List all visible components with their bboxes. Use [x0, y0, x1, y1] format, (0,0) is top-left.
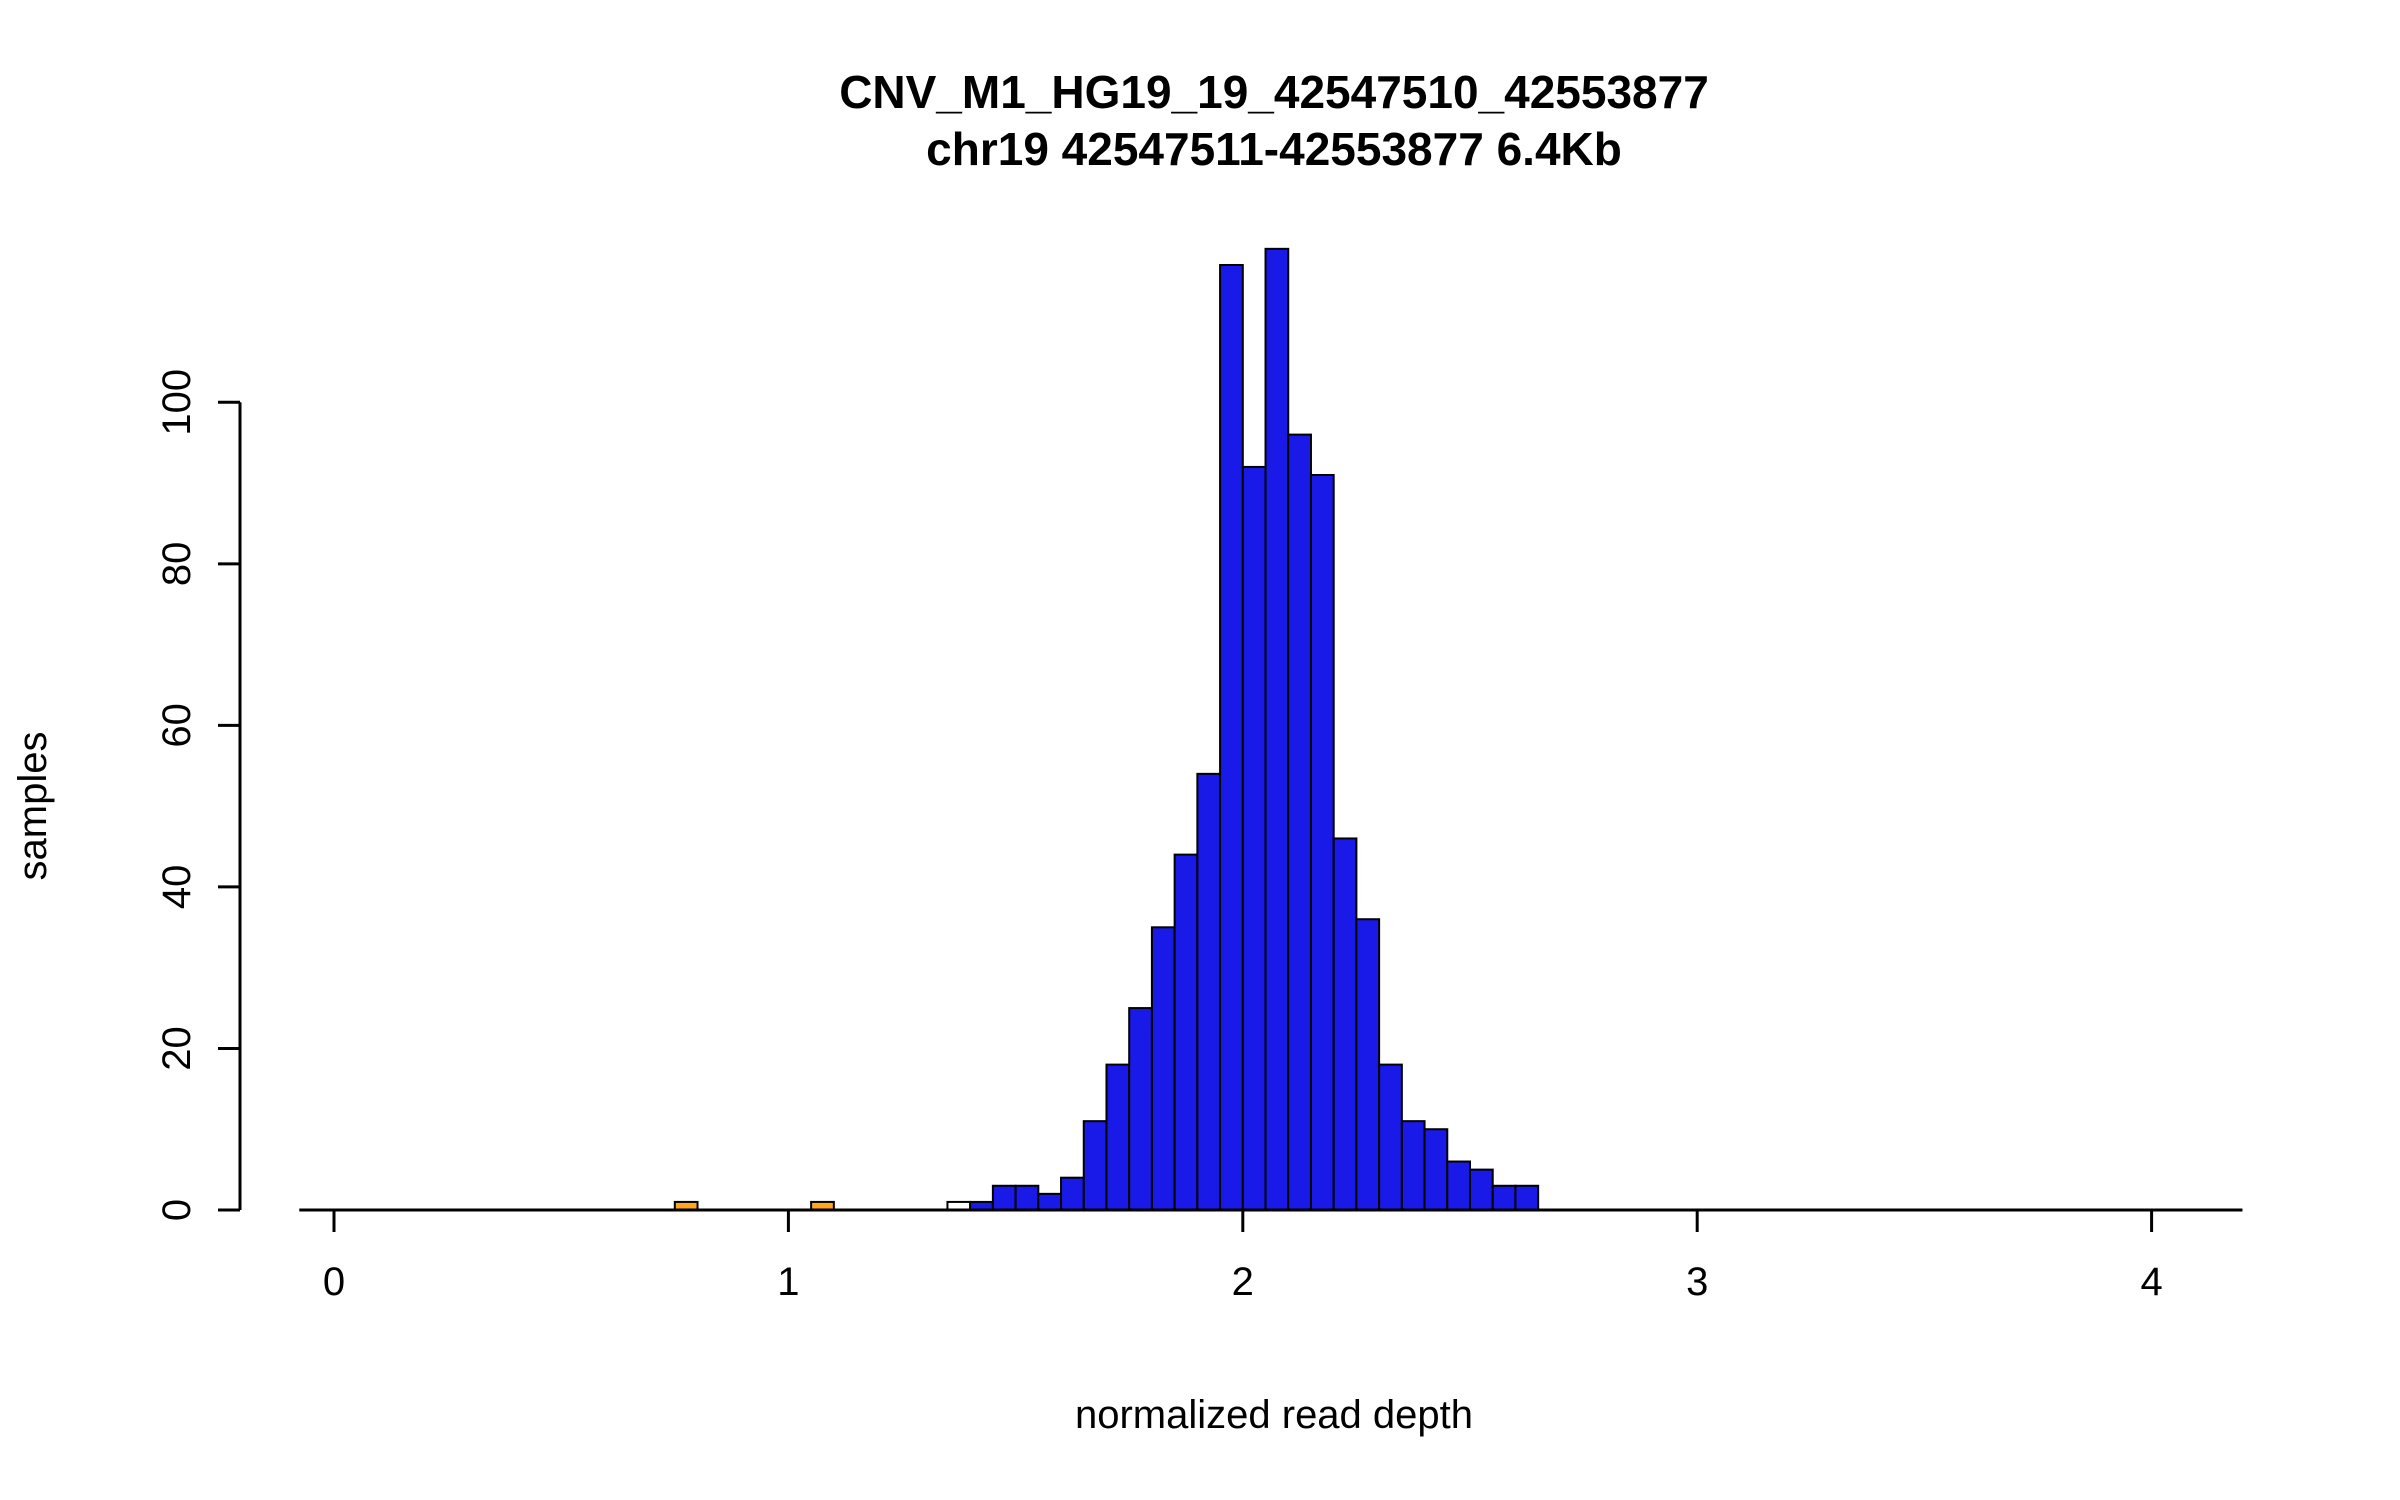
histogram-bar: [1241, 465, 1267, 1211]
histogram-bar: [1469, 1168, 1494, 1211]
chart-title: CNV_M1_HG19_19_42547510_42553877: [839, 66, 1709, 118]
histogram-bar: [1105, 1063, 1131, 1212]
histogram-bar: [1128, 1007, 1153, 1212]
y-axis-label: samples: [11, 732, 55, 881]
histogram-bar: [1332, 837, 1358, 1211]
histogram-bar: [1264, 247, 1290, 1212]
histogram-bar: [991, 1184, 1017, 1212]
histogram-bar: [1309, 473, 1335, 1212]
y-tick-label: 100: [155, 369, 199, 436]
histogram-bar: [1196, 772, 1222, 1211]
histogram-bar: [1514, 1184, 1540, 1212]
histogram-bar: [1173, 853, 1199, 1211]
histogram-bar: [1491, 1184, 1517, 1212]
histogram-bar: [1400, 1120, 1426, 1211]
x-tick-label: 2: [1232, 1260, 1254, 1304]
histogram-bar: [1287, 433, 1312, 1212]
y-tick-label: 40: [155, 865, 199, 910]
histogram-bar: [1082, 1120, 1108, 1211]
histogram-bar: [1446, 1160, 1472, 1211]
histogram-bar: [1014, 1184, 1040, 1212]
x-tick-label: 3: [1686, 1260, 1708, 1304]
histogram-bar: [1423, 1128, 1449, 1211]
x-tick-label: 0: [323, 1260, 345, 1304]
x-tick-label: 1: [777, 1260, 799, 1304]
y-tick-label: 80: [155, 542, 199, 587]
histogram-bar: [1037, 1192, 1063, 1211]
histogram-bar: [1378, 1063, 1403, 1212]
histogram-bar: [1060, 1176, 1085, 1212]
x-tick-label: 4: [2140, 1260, 2162, 1304]
histogram-bar: [1355, 918, 1381, 1212]
histogram-bars: [673, 247, 1540, 1212]
y-tick-label: 60: [155, 703, 199, 748]
histogram-bar: [1150, 926, 1176, 1211]
y-tick-label: 0: [155, 1199, 199, 1221]
y-tick-label: 20: [155, 1026, 199, 1071]
chart-subtitle: chr19 42547511-42553877 6.4Kb: [926, 123, 1622, 175]
histogram-bar: [1219, 263, 1244, 1211]
x-axis-label: normalized read depth: [1075, 1393, 1473, 1437]
